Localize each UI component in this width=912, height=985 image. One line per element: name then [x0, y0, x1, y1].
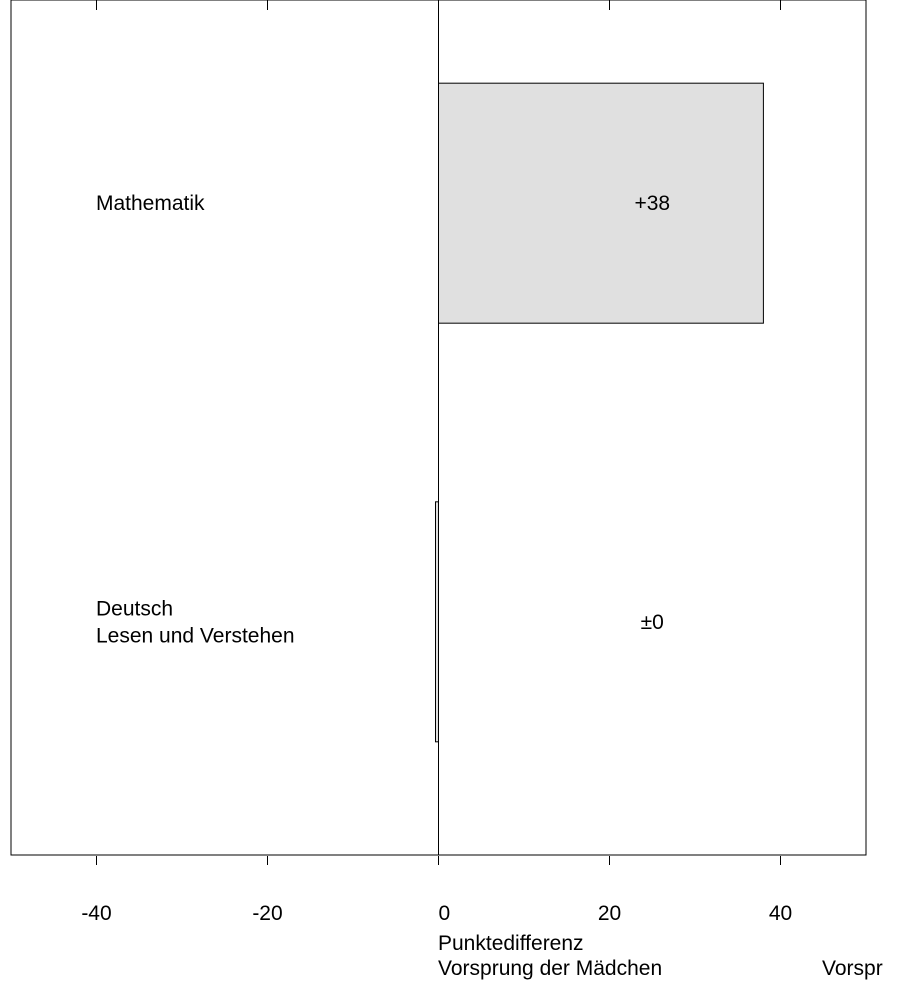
- category-label: Deutsch: [96, 597, 173, 620]
- bar: [435, 501, 439, 743]
- x-tick-label: -20: [252, 902, 282, 925]
- bars-group: [435, 82, 764, 743]
- value-labels: +38 ±0: [634, 192, 670, 634]
- x-tick-labels: -40 -20 0 20 40: [81, 902, 792, 925]
- bar: [438, 82, 764, 324]
- x-axis-label-right: Vorspr: [822, 957, 883, 980]
- value-label: ±0: [641, 611, 664, 634]
- category-label: Lesen und Verstehen: [96, 624, 295, 647]
- bottom-tick-marks: [96, 856, 781, 865]
- value-label: +38: [634, 192, 670, 215]
- x-tick-label: 40: [769, 902, 792, 925]
- x-tick-label: 20: [598, 902, 621, 925]
- x-tick-label: 0: [439, 902, 451, 925]
- x-tick-label: -40: [81, 902, 111, 925]
- x-axis-label: Punktedifferenz: [438, 932, 584, 955]
- category-label: Mathematik: [96, 192, 205, 215]
- x-axis-label-left: Vorsprung der Mädchen: [438, 957, 662, 980]
- category-labels: Mathematik Deutsch Lesen und Verstehen: [96, 192, 295, 647]
